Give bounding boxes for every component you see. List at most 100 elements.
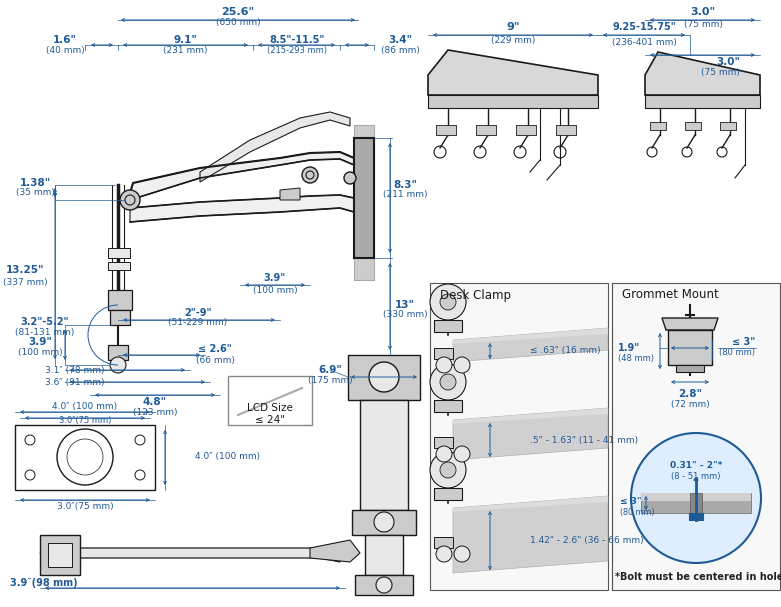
Circle shape — [454, 357, 470, 373]
Text: (66 mm): (66 mm) — [195, 356, 234, 364]
Text: 13": 13" — [395, 300, 415, 310]
Polygon shape — [434, 537, 453, 548]
Text: 3.0": 3.0" — [716, 57, 740, 67]
Polygon shape — [645, 52, 760, 95]
Polygon shape — [662, 318, 718, 330]
Text: 4.0″ (100 mm): 4.0″ (100 mm) — [52, 401, 118, 410]
Text: 3.0": 3.0" — [690, 7, 715, 17]
Polygon shape — [354, 125, 374, 280]
Circle shape — [344, 172, 356, 184]
Polygon shape — [40, 535, 80, 575]
Polygon shape — [40, 548, 340, 562]
Text: (229 mm): (229 mm) — [490, 35, 535, 44]
Polygon shape — [434, 437, 453, 448]
Text: 1.6": 1.6" — [53, 35, 77, 45]
Circle shape — [436, 546, 452, 562]
Polygon shape — [641, 493, 751, 501]
Circle shape — [631, 433, 761, 563]
Polygon shape — [690, 493, 702, 513]
Polygon shape — [434, 400, 462, 412]
Polygon shape — [108, 345, 128, 360]
Text: (75 mm): (75 mm) — [683, 19, 722, 29]
Text: 1.9": 1.9" — [618, 343, 640, 353]
Text: (330 mm): (330 mm) — [383, 311, 427, 319]
Text: (211 mm): (211 mm) — [383, 191, 427, 200]
Circle shape — [430, 452, 466, 488]
Text: (80 mm): (80 mm) — [620, 507, 654, 517]
Polygon shape — [676, 365, 704, 372]
FancyBboxPatch shape — [228, 376, 312, 425]
Text: Grommet Mount: Grommet Mount — [622, 288, 719, 302]
Text: .5" - 1.63" (11 - 41 mm): .5" - 1.63" (11 - 41 mm) — [530, 435, 638, 444]
Text: 2"-9": 2"-9" — [184, 308, 212, 318]
Text: (40 mm): (40 mm) — [45, 46, 84, 55]
Circle shape — [110, 357, 126, 373]
Polygon shape — [130, 195, 354, 222]
Polygon shape — [434, 320, 462, 332]
Polygon shape — [354, 138, 374, 258]
Polygon shape — [453, 408, 608, 424]
Polygon shape — [434, 488, 462, 500]
Text: LCD Size: LCD Size — [247, 403, 293, 413]
Text: (236-401 mm): (236-401 mm) — [612, 38, 676, 47]
Polygon shape — [689, 513, 703, 520]
Text: 0.31" - 2"*: 0.31" - 2"* — [670, 461, 722, 470]
Text: ≤ 24": ≤ 24" — [255, 415, 285, 425]
Circle shape — [440, 374, 456, 390]
Circle shape — [369, 362, 399, 392]
Polygon shape — [108, 248, 130, 258]
Polygon shape — [280, 188, 300, 200]
Polygon shape — [453, 328, 608, 344]
Text: 8.3": 8.3" — [393, 180, 417, 190]
Circle shape — [436, 446, 452, 462]
Polygon shape — [130, 152, 354, 200]
Text: 3.6″ (91 mm): 3.6″ (91 mm) — [45, 378, 105, 387]
Polygon shape — [428, 50, 598, 95]
Polygon shape — [612, 283, 780, 590]
Text: ≤ 3": ≤ 3" — [732, 337, 755, 347]
Text: (72 mm): (72 mm) — [671, 401, 709, 410]
Polygon shape — [110, 310, 130, 325]
Polygon shape — [434, 348, 453, 359]
Text: (650 mm): (650 mm) — [216, 18, 260, 27]
Text: 3.9": 3.9" — [28, 337, 52, 347]
Polygon shape — [430, 283, 608, 590]
Polygon shape — [348, 355, 420, 400]
Polygon shape — [365, 535, 403, 575]
Text: (86 mm): (86 mm) — [380, 46, 419, 55]
Circle shape — [430, 364, 466, 400]
Text: 3.1″ (78 mm): 3.1″ (78 mm) — [45, 365, 105, 375]
Polygon shape — [108, 290, 132, 310]
Text: (8 - 51 mm): (8 - 51 mm) — [671, 472, 721, 481]
Text: 1.42" - 2.6" (36 - 66 mm): 1.42" - 2.6" (36 - 66 mm) — [530, 535, 644, 544]
Text: ≤ 3": ≤ 3" — [620, 497, 642, 506]
Circle shape — [376, 577, 392, 593]
Polygon shape — [48, 543, 72, 567]
Text: *Bolt must be centered in hole.: *Bolt must be centered in hole. — [615, 572, 781, 582]
Text: 3.2"-5.2": 3.2"-5.2" — [21, 317, 70, 327]
Text: (51-229 mm): (51-229 mm) — [169, 319, 227, 328]
Text: 13.25": 13.25" — [5, 265, 45, 275]
Polygon shape — [436, 125, 456, 135]
Text: 3.9": 3.9" — [264, 273, 286, 283]
Circle shape — [120, 190, 140, 210]
Polygon shape — [685, 122, 701, 130]
Polygon shape — [352, 510, 416, 535]
Polygon shape — [310, 540, 360, 562]
Polygon shape — [641, 493, 751, 513]
Polygon shape — [355, 575, 413, 595]
Text: (100 mm): (100 mm) — [18, 347, 62, 356]
Text: (75 mm): (75 mm) — [701, 67, 740, 76]
Text: ≤ 2.6": ≤ 2.6" — [198, 344, 232, 354]
Text: 9.25-15.75": 9.25-15.75" — [612, 22, 676, 32]
Text: 3.0″(75 mm): 3.0″(75 mm) — [57, 503, 113, 512]
Circle shape — [440, 462, 456, 478]
Text: Desk Clamp: Desk Clamp — [440, 288, 511, 302]
Text: (80 mm): (80 mm) — [719, 348, 755, 358]
Text: 6.9": 6.9" — [318, 365, 342, 375]
Text: (81-131 mm): (81-131 mm) — [16, 328, 75, 337]
Text: 9.1": 9.1" — [173, 35, 197, 45]
Text: (215-293 mm): (215-293 mm) — [267, 46, 327, 55]
Circle shape — [454, 446, 470, 462]
Polygon shape — [453, 408, 608, 460]
